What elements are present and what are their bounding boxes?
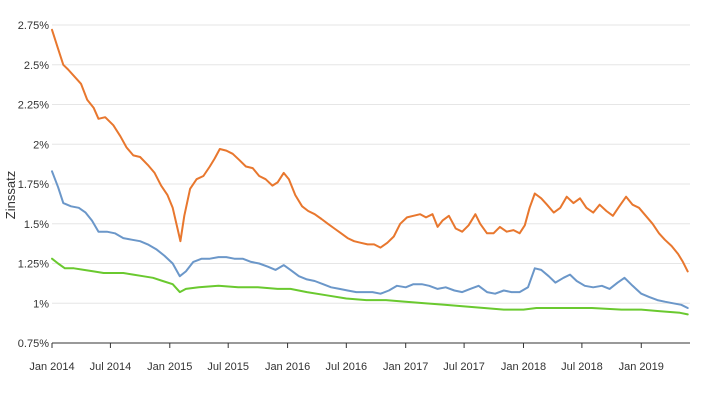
y-tick-label: 2.75% [18,20,49,32]
series-line-3 [51,257,689,316]
x-tick-label: Jul 2016 [326,361,368,373]
series-line-1 [51,28,689,273]
x-tick-label: Jul 2015 [207,361,249,373]
x-tick-label: Jul 2014 [90,361,132,373]
x-tick-label: Jan 2017 [383,361,428,373]
x-tick-label: Jan 2014 [29,361,74,373]
x-axis [51,342,690,348]
y-tick-label: 1.5% [24,219,49,231]
gridlines [52,24,690,304]
y-axis-tick-labels: 0.75% 1% 1.25% 1.5% 1.75% 2% 2.25% 2.5% 2.75% [18,20,49,350]
x-tick-label: Jul 2017 [443,361,485,373]
y-tick-label: 1.25% [18,259,49,271]
y-tick-label: 2.25% [18,100,49,112]
y-tick-label: 1.75% [18,179,49,191]
x-tick-label: Jan 2016 [265,361,310,373]
y-tick-label: 2% [33,139,49,151]
y-tick-label: 1% [33,298,49,310]
x-tick-label: Jan 2019 [619,361,664,373]
x-tick-label: Jan 2018 [501,361,546,373]
series-lines [51,28,689,316]
y-tick-label: 2.5% [24,60,49,72]
y-axis-label: Zinssatz [3,171,18,219]
x-tick-label: Jan 2015 [147,361,192,373]
y-tick-label: 0.75% [18,338,49,350]
series-line-2 [51,170,689,309]
x-axis-tick-labels: Jan 2014 Jul 2014 Jan 2015 Jul 2015 Jan 2016… [29,361,664,373]
x-tick-label: Jul 2018 [561,361,603,373]
